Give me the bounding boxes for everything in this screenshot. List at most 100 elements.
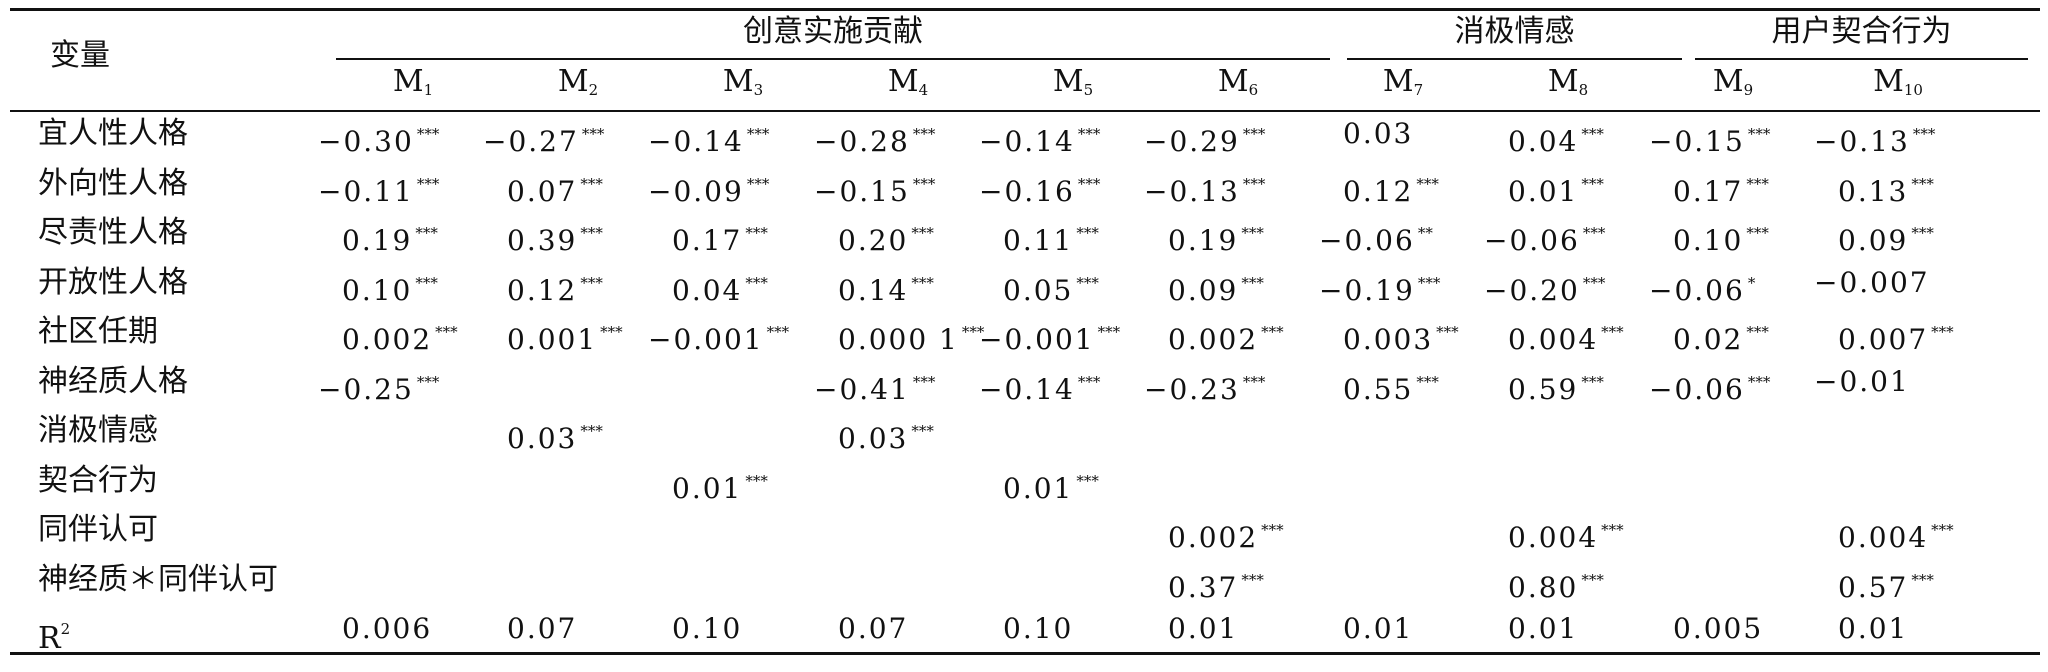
significance-marker: *** <box>911 422 934 440</box>
cell-value: 0.002 <box>1168 323 1259 356</box>
table-cell: −0.29 *** <box>1144 114 1265 162</box>
significance-marker: *** <box>416 372 440 391</box>
table-cell: 0.19 *** <box>342 213 438 261</box>
table-cell: 0.002 *** <box>342 312 458 360</box>
significance-marker: *** <box>1416 174 1439 193</box>
cell-value: 0.09 <box>1168 273 1239 307</box>
model-subscript: 10 <box>1903 81 1923 99</box>
table-cell: 0.55 *** <box>1343 362 1439 410</box>
cell-value: −0.15 <box>814 174 910 208</box>
significance-marker: *** <box>1241 273 1264 292</box>
table-cell: 0.12 *** <box>507 263 603 311</box>
cell-value: 0.11 <box>1003 224 1074 257</box>
model-header: M7 <box>1343 62 1463 110</box>
table-cell: 0.01 *** <box>672 461 768 509</box>
table-cell: 0.004 *** <box>1508 510 1624 558</box>
cell-value: −0.13 <box>1814 125 1910 158</box>
table-cell: 0.01 <box>1838 609 1908 649</box>
table-cell: −0.06 *** <box>1649 362 1770 410</box>
table-cell: −0.25 *** <box>318 362 439 410</box>
table-cell: 0.01 <box>1343 609 1413 649</box>
row-label: 神经质人格 <box>38 362 188 402</box>
significance-marker: *** <box>1746 174 1769 193</box>
row-label-text: 神经质＊同伴认可 <box>38 561 278 597</box>
row-label: 神经质＊同伴认可 <box>38 560 278 600</box>
row-label-text: R <box>38 621 61 656</box>
model-header: M6 <box>1178 62 1298 110</box>
significance-marker: *** <box>1582 273 1606 292</box>
model-subscript: 8 <box>1578 81 1589 99</box>
model-name: M <box>557 64 589 99</box>
significance-marker: *** <box>1912 125 1936 143</box>
table-cell: −0.001 *** <box>979 312 1120 360</box>
cell-value: 0.12 <box>1343 174 1414 208</box>
significance-marker: *** <box>1581 372 1604 391</box>
significance-marker: *** <box>745 273 768 292</box>
significance-marker: *** <box>416 125 440 143</box>
cell-value: 0.57 <box>1838 570 1909 604</box>
cell-value: −0.001 <box>648 323 764 356</box>
model-subscript: 3 <box>753 81 764 99</box>
model-header: M8 <box>1508 62 1628 110</box>
group-header: 消极情感 <box>1454 14 1575 49</box>
group-underline <box>1347 58 1682 60</box>
table-cell: −0.20 *** <box>1484 263 1605 311</box>
header-rule <box>10 110 2040 112</box>
cell-value: 0.17 <box>672 224 743 257</box>
table-cell: 0.59 *** <box>1508 362 1604 410</box>
table-cell: 0.39 *** <box>507 213 603 261</box>
significance-marker: *** <box>1911 570 1934 589</box>
table-cell: 0.004 *** <box>1508 312 1624 360</box>
model-name: M <box>1217 64 1249 99</box>
table-cell: 0.01 *** <box>1003 461 1099 509</box>
significance-marker: *** <box>580 174 603 193</box>
table-cell: 0.05 *** <box>1003 263 1099 311</box>
table-cell: 0.000 1 *** <box>838 312 984 360</box>
row-label-superscript: 2 <box>60 620 71 638</box>
table-cell: 0.07 *** <box>507 164 603 212</box>
significance-marker: *** <box>1911 224 1934 242</box>
significance-marker: *** <box>1077 125 1101 143</box>
table-cell: 0.80 *** <box>1508 560 1604 608</box>
significance-marker: *** <box>911 224 934 242</box>
cell-value: 0.13 <box>1838 174 1909 208</box>
table-cell: 0.007 *** <box>1838 312 1954 360</box>
significance-marker: *** <box>416 174 440 193</box>
group-header: 用户契合行为 <box>1771 14 1952 49</box>
model-header: M10 <box>1838 62 1958 110</box>
model-subscript: 2 <box>588 81 599 99</box>
cell-value: −0.27 <box>483 125 579 158</box>
row-label-text: 社区任期 <box>38 314 158 349</box>
row-label-text: 外向性人格 <box>38 165 188 201</box>
row-label-text: 开放性人格 <box>38 264 188 300</box>
table-cell: −0.11 *** <box>318 164 439 212</box>
cell-value: −0.06 <box>1319 224 1415 257</box>
table-cell: −0.09 *** <box>648 164 769 212</box>
table-cell: 0.002 *** <box>1168 312 1284 360</box>
cell-value: −0.14 <box>979 372 1075 406</box>
table-cell: 0.004 *** <box>1838 510 1954 558</box>
cell-value: 0.002 <box>342 323 433 356</box>
row-label-text: 尽责性人格 <box>38 215 188 250</box>
model-subscript: 1 <box>423 81 434 99</box>
cell-value: 0.01 <box>1343 612 1414 645</box>
table-cell: 0.005 <box>1673 609 1763 649</box>
cell-value: 0.03 <box>838 422 909 455</box>
row-label: 同伴认可 <box>38 510 158 550</box>
significance-marker: *** <box>1076 224 1099 242</box>
significance-marker: *** <box>1601 521 1624 539</box>
significance-marker: *** <box>1581 174 1604 193</box>
model-subscript: 4 <box>918 81 929 99</box>
model-subscript: 5 <box>1083 81 1094 99</box>
significance-marker: *** <box>1097 323 1121 341</box>
row-label-text: 神经质人格 <box>38 363 188 399</box>
cell-value: 0.01 <box>672 471 743 505</box>
cell-value: −0.11 <box>318 174 414 208</box>
cell-value: 0.37 <box>1168 570 1239 604</box>
significance-marker: *** <box>1416 372 1439 391</box>
cell-value: 0.000 1 <box>838 323 959 356</box>
cell-value: 0.04 <box>672 273 743 307</box>
cell-value: 0.01 <box>1508 174 1579 208</box>
cell-value: −0.41 <box>814 372 910 406</box>
cell-value: 0.001 <box>507 323 598 356</box>
